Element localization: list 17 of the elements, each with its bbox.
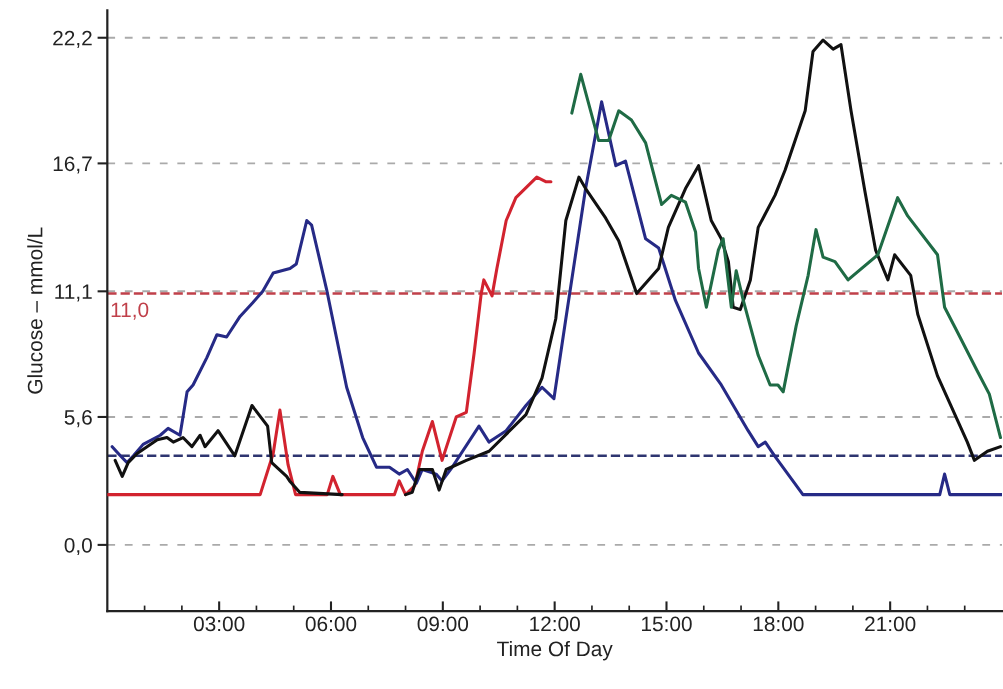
line-series — [107, 175, 553, 497]
ref-line-label: 11,0 — [111, 302, 149, 320]
x-tick-label: 18:00 — [753, 616, 804, 632]
y-tick-label: 11,1 — [55, 284, 92, 302]
x-tick-label: 03:00 — [193, 616, 245, 632]
y-tick-label: 22,2 — [53, 30, 92, 48]
x-axis-title: Time Of Day — [497, 640, 613, 661]
y-tick-label: 16,7 — [53, 156, 92, 174]
y-tick-label: 0,0 — [64, 537, 92, 556]
x-tick-label: 06:00 — [305, 616, 357, 632]
x-tick-label: 09:00 — [417, 616, 469, 632]
y-axis-title: Glucose – mmol/L — [27, 227, 43, 394]
y-tick-label: 5,6 — [64, 409, 92, 428]
x-tick-label: 12:00 — [530, 616, 580, 632]
x-tick-label: 21:00 — [865, 616, 916, 632]
x-tick-label: 15:00 — [642, 616, 692, 632]
line-series — [570, 72, 1002, 440]
